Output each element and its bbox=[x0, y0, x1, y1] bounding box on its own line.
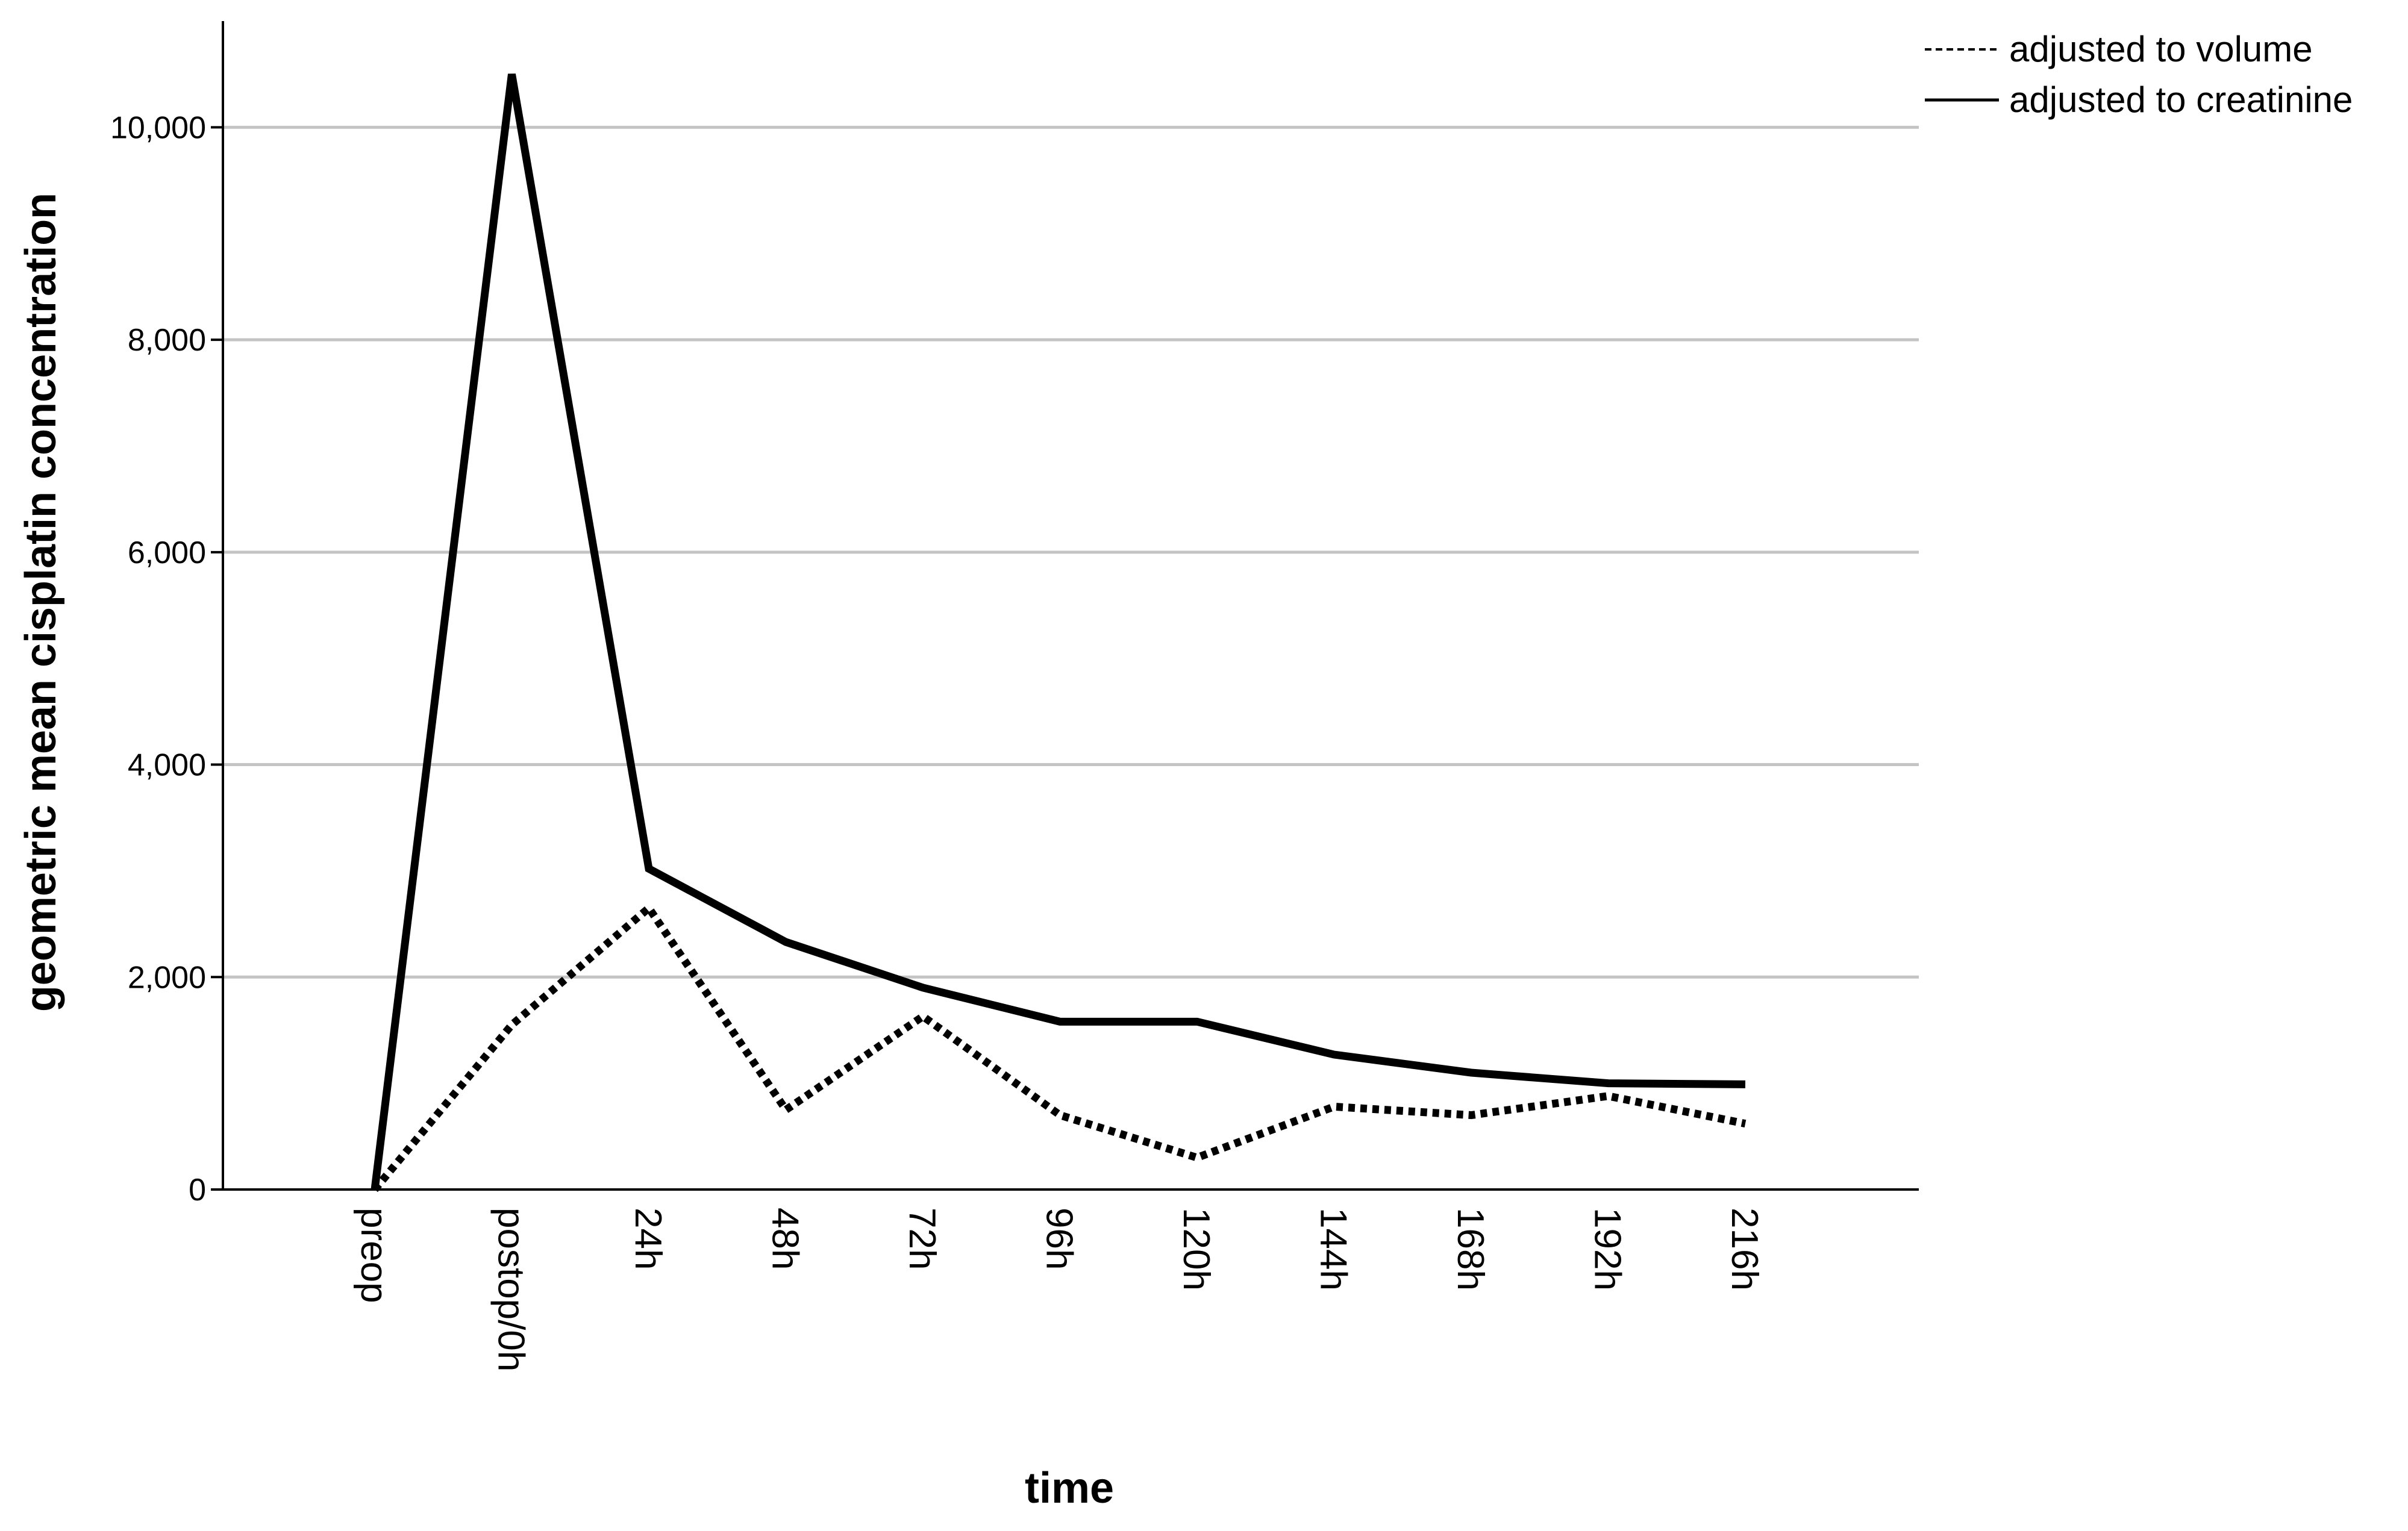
legend: adjusted to volume adjusted to creatinine bbox=[1925, 29, 2353, 120]
x-tick-label-10: 216h bbox=[1724, 1208, 1765, 1291]
x-tick-label-6: 120h bbox=[1175, 1208, 1217, 1291]
series-0-point-6 bbox=[1196, 1156, 1198, 1159]
x-tick-label-7: 144h bbox=[1313, 1208, 1354, 1291]
series-line-0 bbox=[372, 902, 1747, 1193]
axes bbox=[211, 21, 1919, 1191]
legend-label-0: adjusted to volume bbox=[2009, 29, 2313, 69]
series-line-1 bbox=[371, 73, 1746, 1190]
series-0-point-9 bbox=[1607, 1095, 1610, 1097]
y-tick-label-1: 2,000 bbox=[128, 960, 206, 995]
y-tick-label-4: 8,000 bbox=[128, 323, 206, 358]
series-0-point-4 bbox=[922, 1015, 924, 1018]
y-axis-title: geometric mean cisplatin concentration bbox=[17, 193, 65, 1012]
x-axis-title: time bbox=[1025, 1464, 1114, 1512]
series-0-point-7 bbox=[1333, 1105, 1336, 1108]
gridlines bbox=[223, 125, 1919, 979]
x-tick-label-8: 168h bbox=[1449, 1208, 1491, 1291]
x-tick-label-5: 96h bbox=[1039, 1208, 1080, 1270]
x-tick-label-9: 192h bbox=[1587, 1208, 1628, 1291]
y-tick-label-0: 0 bbox=[189, 1173, 206, 1208]
x-tick-label-2: 24h bbox=[627, 1208, 669, 1270]
y-tick-labels: 0 2,000 4,000 6,000 8,000 10,000 bbox=[110, 110, 206, 1208]
series-layer bbox=[371, 73, 1747, 1193]
legend-label-1: adjusted to creatinine bbox=[2009, 80, 2353, 120]
x-tick-label-3: 48h bbox=[765, 1208, 806, 1270]
x-tick-label-4: 72h bbox=[901, 1208, 943, 1270]
x-tick-label-0: preop bbox=[353, 1208, 395, 1303]
y-tick-label-5: 10,000 bbox=[110, 110, 206, 145]
series-0-point-1 bbox=[511, 1024, 513, 1026]
series-0-point-5 bbox=[1059, 1114, 1062, 1117]
y-tick-label-3: 6,000 bbox=[128, 535, 206, 570]
series-0-point-2 bbox=[648, 907, 650, 909]
x-tick-labels: preop postop/0h 24h 48h 72h 96h 120h 144h 168h 19… bbox=[353, 1208, 1765, 1371]
x-tick-label-1: postop/0h bbox=[490, 1208, 532, 1371]
y-tick-label-2: 4,000 bbox=[128, 748, 206, 783]
